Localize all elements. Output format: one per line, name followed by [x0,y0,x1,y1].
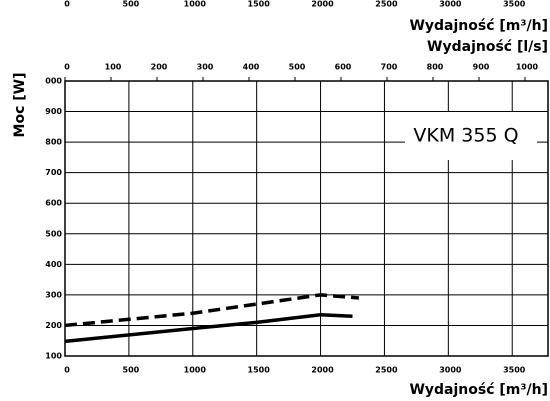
top-x-tick-label: 400 [243,63,260,72]
y-tick-label: 200 [45,321,62,330]
x-tick-label: 500 [123,366,140,375]
top-x-tick-label: 200 [151,63,168,72]
y-tick-label: 500 [45,229,62,238]
y-tick-label: 800 [45,138,62,147]
top-x-tick-label: 2000 [311,0,334,9]
top-x-tick-label: 500 [123,0,140,9]
top-x-tick-label: 1500 [248,0,271,9]
y-tick-label: 600 [45,199,62,208]
annotation: VKM 355 Q [413,125,518,147]
top-x-tick-label: 300 [197,63,214,72]
x-tick-label: 3000 [439,366,462,375]
top-x-tick-label: 800 [427,63,444,72]
y-tick-label: 400 [45,260,62,269]
x-tick-label: 2000 [311,366,334,375]
y-tick-label: 900 [45,107,62,116]
x-axis-label: Wydajność [m³/h] [409,382,548,398]
y-tick-label: 000 [45,77,62,86]
x-tick-label: 2500 [375,366,398,375]
top-x-tick-label: 3000 [439,0,462,9]
top-x-tick-label: 700 [381,63,398,72]
annotation-box [405,112,537,160]
top-x-tick-label: 2500 [375,0,398,9]
top-x-tick-label: 3500 [503,0,526,9]
top-x-tick-label: 500 [289,63,306,72]
top-x-tick-label: 1000 [516,63,539,72]
y-tick-label: 700 [45,168,62,177]
y-tick-label: 300 [45,290,62,299]
top-x-axis-label: Wydajność [l/s] [427,39,548,55]
x-tick-label: 1000 [184,366,207,375]
top-x-tick-label: 600 [335,63,352,72]
x-tick-label: 1500 [248,366,271,375]
top-x-tick-label: 0 [64,0,70,9]
y-axis-label: Moc [W] [12,73,28,138]
top-x-tick-label: 900 [473,63,490,72]
top-x-tick-label: 0 [64,63,70,72]
top-x-tick-label: 100 [105,63,122,72]
y-tick-label: 100 [45,352,62,361]
top-x-tick-label: 1000 [184,0,207,9]
top-x-axis-label: Wydajność [m³/h] [409,18,548,34]
x-tick-label: 3500 [503,366,526,375]
series-line [64,293,360,328]
series-line [64,312,353,344]
x-tick-label: 0 [64,366,70,375]
